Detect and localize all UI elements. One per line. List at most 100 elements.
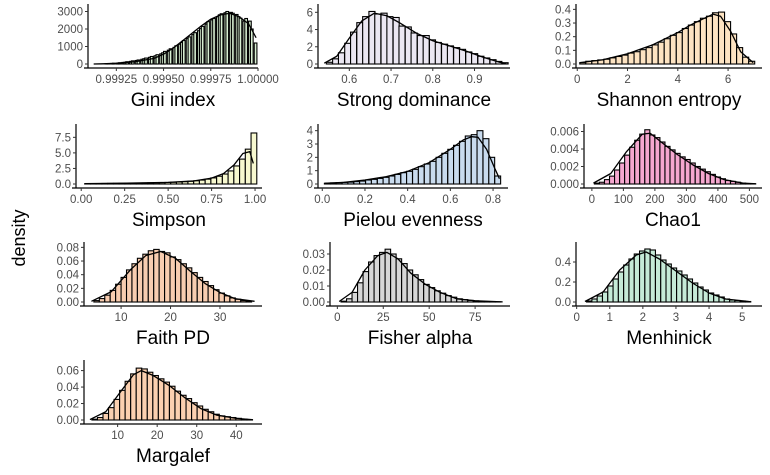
x-tick-label: 0	[334, 312, 340, 324]
histogram-bar	[633, 253, 641, 303]
histogram-bar	[591, 298, 598, 303]
histogram-bar	[458, 140, 466, 185]
histogram-bar	[221, 173, 229, 185]
histogram-bar	[351, 291, 359, 303]
y-tick-label: 2.5	[55, 163, 71, 175]
histogram-bar	[598, 181, 606, 185]
histogram-bar	[428, 287, 436, 303]
histogram-bar	[435, 156, 443, 185]
y-axis-title: density	[9, 209, 29, 266]
histogram-bar	[660, 259, 667, 303]
x-tick-label: 100	[614, 194, 633, 206]
y-tick-label: 0.0	[555, 297, 571, 309]
x-tick-label: 0.8	[485, 194, 501, 206]
panel-9: 0.0 0.2 0.4 0 1 2 3 4 5 Menhinick	[555, 242, 762, 349]
histogram-bar	[130, 373, 137, 421]
x-tick-label: 0.99925	[96, 74, 138, 86]
histogram-bar	[440, 43, 449, 65]
histogram-bar	[488, 156, 496, 185]
histogram-bar	[350, 31, 358, 65]
histogram-bar	[174, 45, 179, 65]
x-tick-label: 40	[230, 430, 243, 442]
x-tick-label: 0.7	[383, 74, 399, 86]
histogram-bar	[147, 250, 155, 303]
histogram-bar	[374, 13, 382, 65]
histogram-bar	[665, 263, 672, 303]
histogram-bar	[423, 283, 430, 303]
panel-10: 0.00 0.02 0.04 0.06 10 20 30 40 Margalef	[57, 360, 262, 467]
histogram-bar	[239, 158, 246, 185]
histogram-bar	[368, 10, 376, 65]
histogram-bar	[379, 251, 386, 303]
histogram-bar	[225, 10, 230, 65]
x-tick-label: 400	[708, 194, 727, 206]
histogram-bar	[153, 248, 160, 303]
y-tick-label: 0.0	[555, 59, 571, 71]
density-curve	[323, 12, 506, 65]
x-tick-label: 0.99950	[143, 74, 185, 86]
histogram-bar	[386, 16, 394, 65]
histogram-bar	[453, 47, 461, 65]
histogram-bar	[376, 177, 384, 185]
y-tick-label: 7.5	[55, 132, 71, 144]
histogram-bar	[193, 32, 198, 65]
density-curve	[584, 251, 749, 303]
histogram-bar	[155, 54, 160, 65]
x-tick-label: 0.2	[357, 194, 373, 206]
histogram-bar	[629, 146, 636, 185]
histogram-bar	[107, 407, 115, 421]
histogram-bar	[238, 17, 243, 65]
density-curve	[579, 13, 754, 64]
histogram-bar	[446, 45, 454, 65]
x-tick-label: 1.00	[244, 194, 266, 206]
x-tick-label: 25	[377, 312, 390, 324]
y-tick-label: 0.00	[57, 415, 79, 427]
x-tick-label: 2	[624, 74, 630, 86]
histogram-bar	[586, 300, 593, 303]
y-tick-label: 2	[307, 42, 313, 54]
histogram-bar	[693, 21, 701, 65]
histogram-bar	[164, 252, 171, 303]
histogram-bar	[711, 12, 720, 65]
density-curve	[324, 136, 501, 184]
density-curve	[593, 132, 756, 185]
histogram-bar	[253, 42, 258, 65]
histogram-bar	[494, 175, 502, 185]
histogram-bar	[441, 152, 449, 185]
histogram-bar	[476, 130, 484, 185]
x-tick-label: 6	[725, 74, 731, 86]
histogram-bar	[219, 13, 224, 65]
histogram-bar	[417, 166, 425, 185]
histogram-bar	[723, 21, 732, 65]
panel-6: 0.000 0.002 0.004 0.006 0 100 200 300 400 500 Chao…	[550, 124, 762, 231]
histogram-bar	[141, 368, 148, 421]
histogram-bar	[681, 27, 689, 65]
y-tick-label: 0.02	[57, 399, 79, 411]
y-tick-label: 0.4	[555, 257, 572, 269]
x-tick-label: 5	[739, 312, 745, 324]
y-tick-label: 0.004	[550, 144, 579, 156]
histogram-bar	[633, 51, 641, 65]
y-tick-label: 0.00	[303, 297, 325, 309]
histogram-bar	[603, 179, 611, 185]
histogram-bar	[370, 178, 378, 185]
x-tick-label: 3	[673, 312, 679, 324]
histogram-bar	[428, 39, 437, 65]
histogram-bar	[204, 178, 212, 185]
histogram-bar	[669, 149, 676, 185]
x-tick-label: 20	[164, 312, 177, 324]
histogram-bar	[404, 26, 412, 65]
histogram-bar	[624, 154, 631, 185]
histogram-bar	[119, 389, 126, 421]
histogram-bar	[664, 145, 671, 185]
x-tick-label: 10	[115, 312, 128, 324]
x-tick-label: 500	[740, 194, 759, 206]
histogram-bar	[149, 55, 154, 65]
histogram-bar	[687, 24, 695, 65]
histogram-bar	[131, 263, 138, 303]
x-tick-label: 0.4	[400, 194, 417, 206]
y-tick-label: 0.01	[303, 281, 325, 293]
x-tick-label: 0.25	[113, 194, 135, 206]
panel-x-label: Shannon entropy	[597, 90, 742, 111]
histogram-bar	[135, 367, 143, 421]
